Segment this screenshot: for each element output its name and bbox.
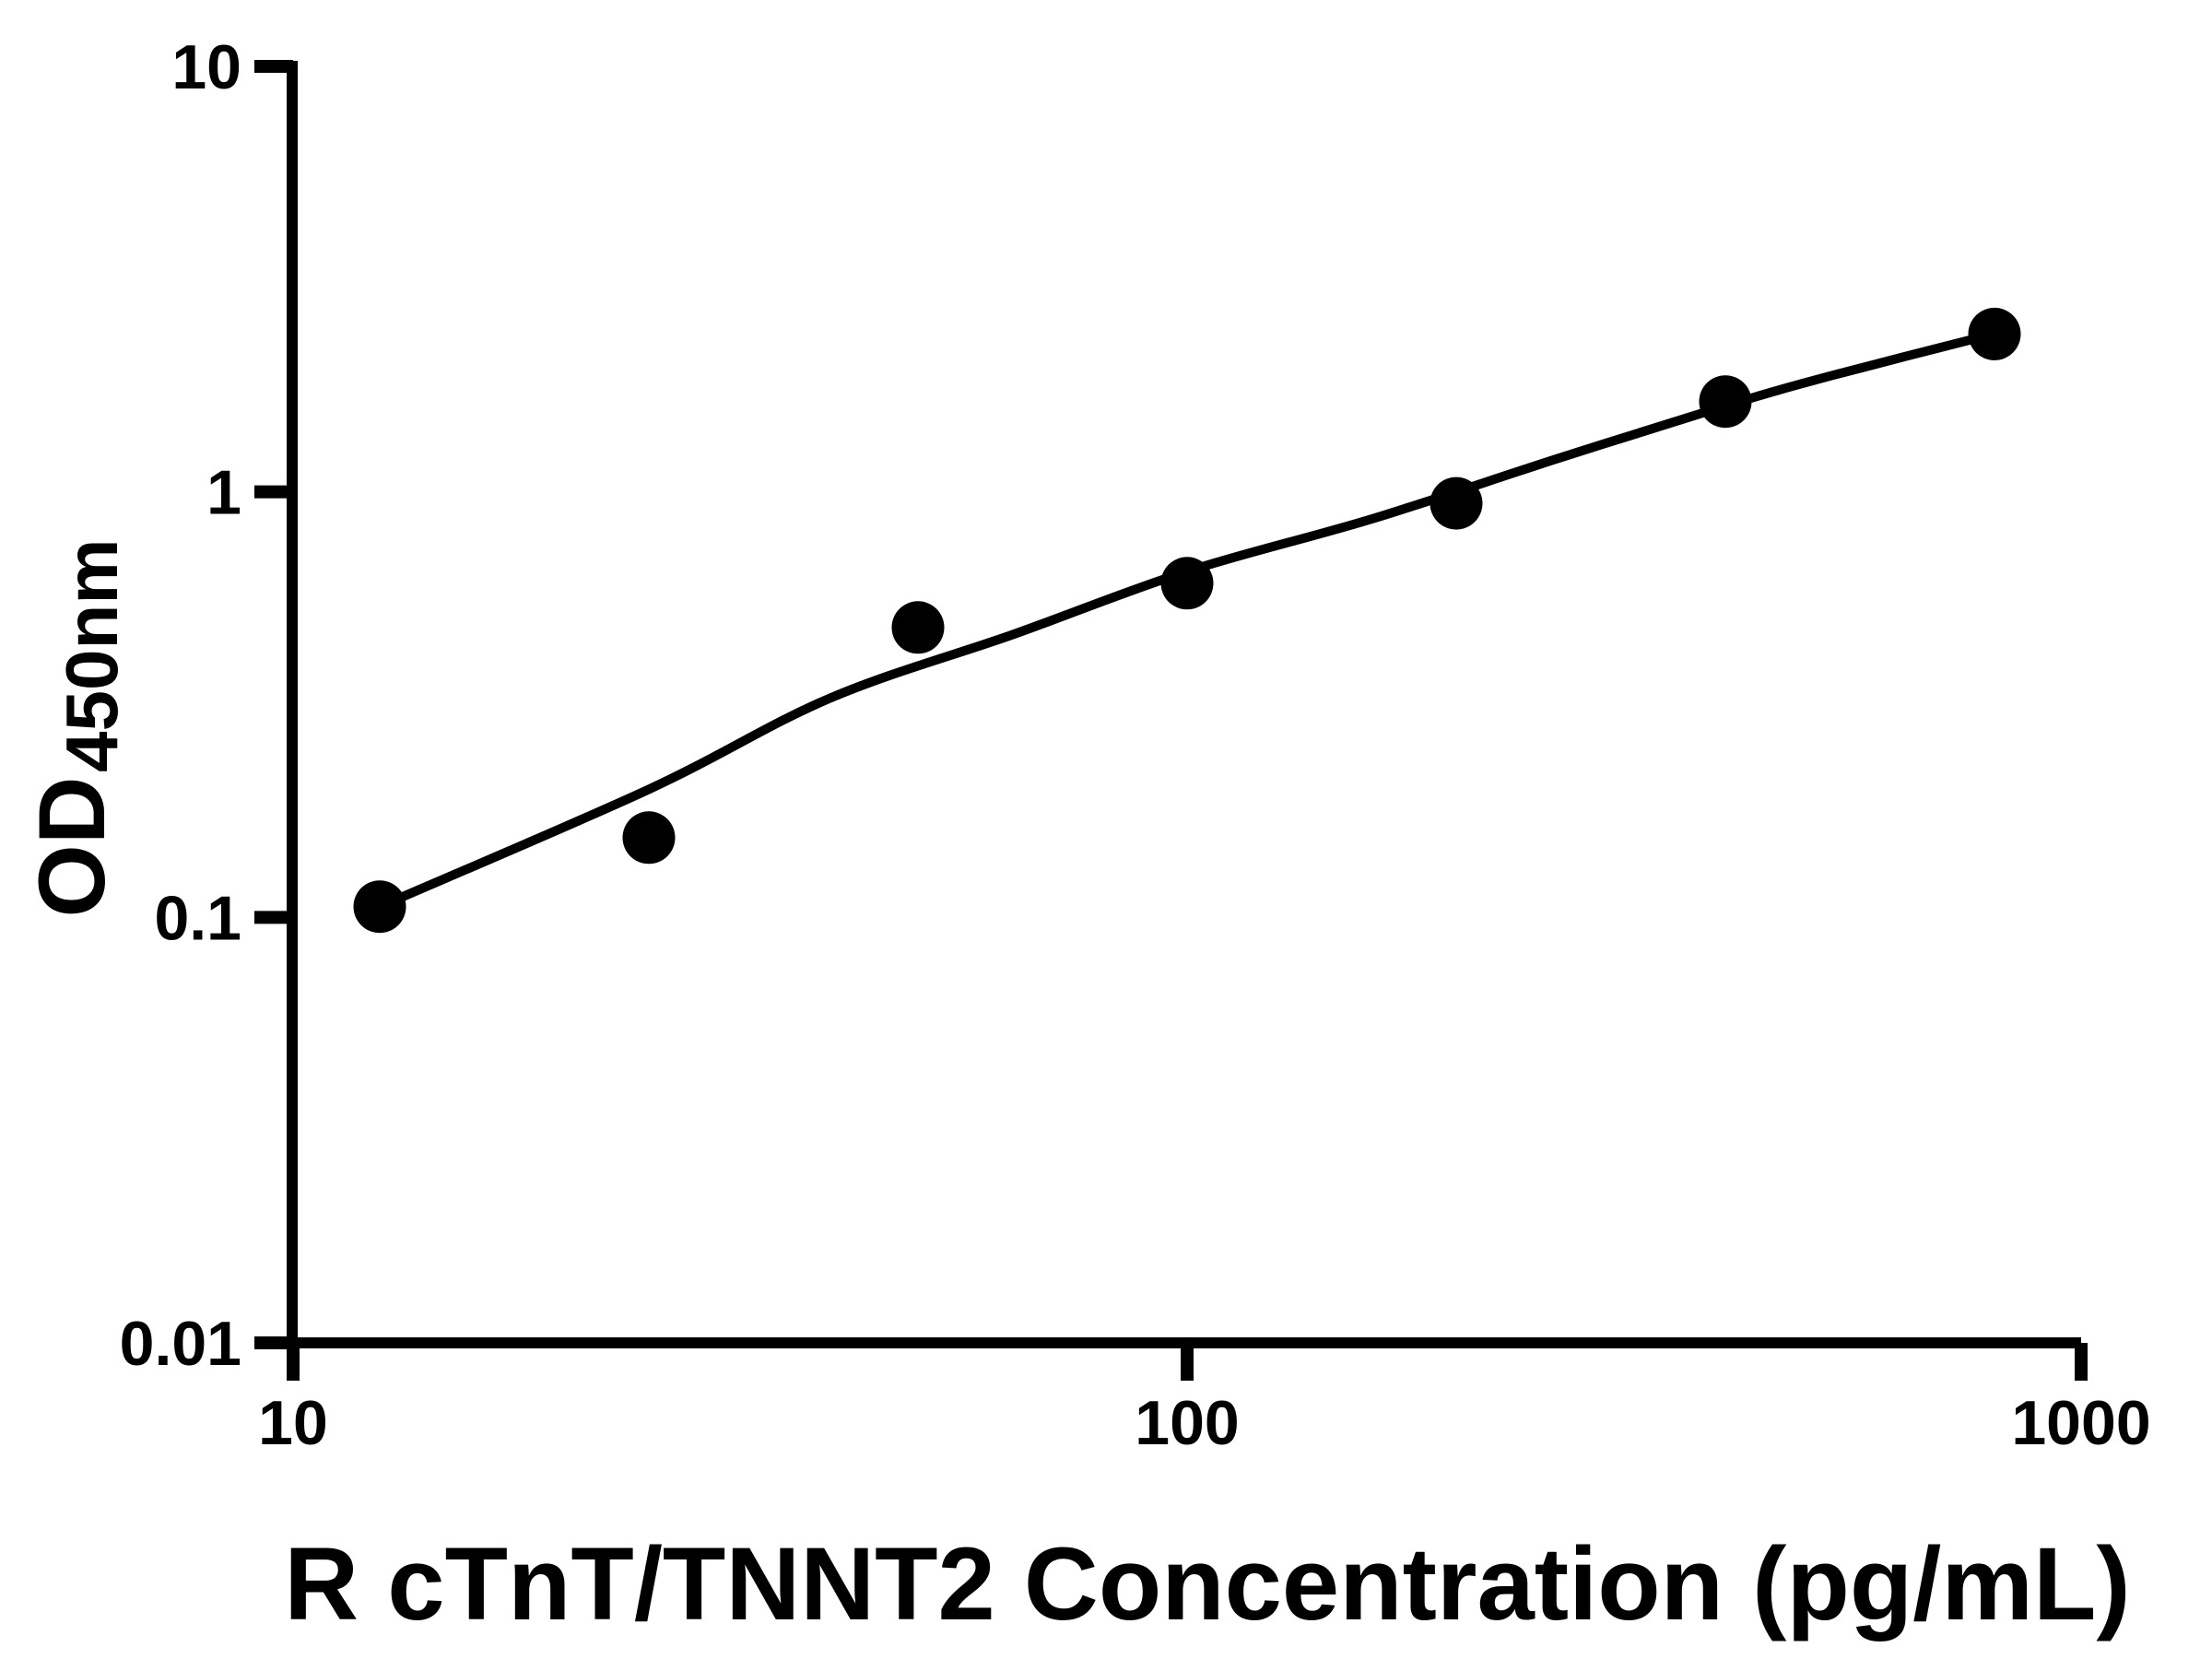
data-point-12.5pg-ml xyxy=(353,880,406,934)
fit-curve xyxy=(375,329,1999,912)
y-tick-label-10: 10 xyxy=(171,32,241,102)
data-points xyxy=(353,307,2021,934)
y-tick-label-0.01: 0.01 xyxy=(120,1309,241,1379)
data-point-25pg-ml xyxy=(622,811,676,865)
y-axis-title-subscript: 450nm xyxy=(51,539,133,772)
data-point-400pg-ml xyxy=(1699,375,1752,429)
x-tick-label-10: 10 xyxy=(258,1388,328,1458)
axes xyxy=(287,61,2081,1348)
y-tick-label-1: 1 xyxy=(206,458,241,528)
x-axis-tick-labels: 10 100 1000 xyxy=(258,1388,2150,1458)
y-tick-label-0.1: 0.1 xyxy=(154,883,241,953)
x-tick-label-100: 100 xyxy=(1135,1388,1239,1458)
x-tick-label-1000: 1000 xyxy=(2011,1388,2150,1458)
x-axis-title: R cTnT/TNNT2 Concentration (pg/mL) xyxy=(284,1526,2130,1641)
x-axis-ticks xyxy=(287,1343,2088,1381)
y-axis-tick-labels: 10 1 0.1 0.01 xyxy=(120,32,241,1379)
data-point-200pg-ml xyxy=(1430,477,1483,530)
data-point-50pg-ml xyxy=(891,601,945,654)
data-point-800pg-ml xyxy=(1968,307,2021,360)
y-axis-title-main: OD xyxy=(19,776,124,917)
y-axis-title: OD 450nm xyxy=(19,539,133,918)
data-point-100pg-ml xyxy=(1160,557,1214,610)
